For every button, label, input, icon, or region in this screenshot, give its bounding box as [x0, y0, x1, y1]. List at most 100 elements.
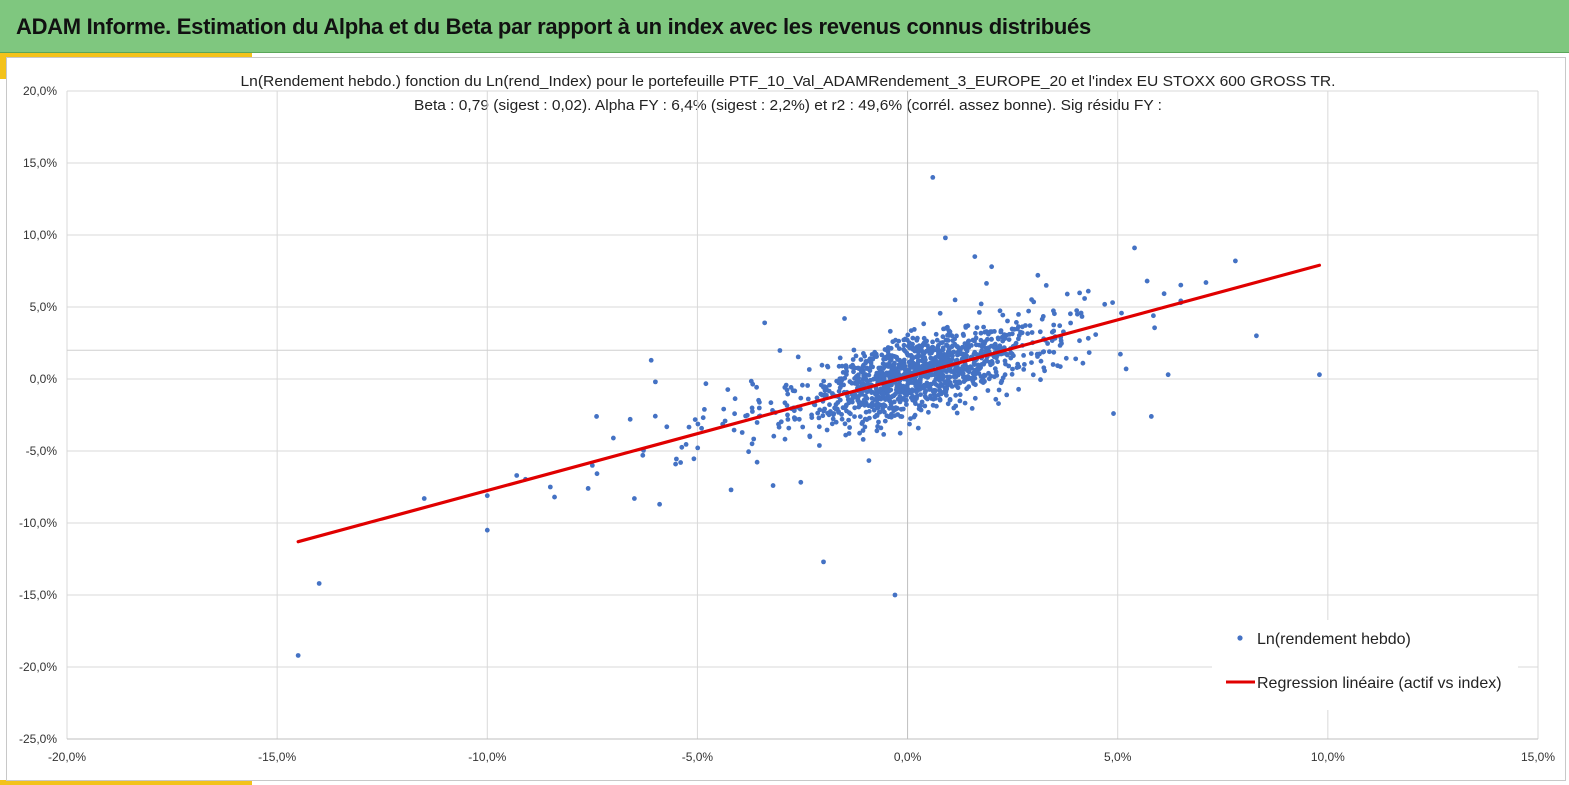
- data-point: [920, 342, 926, 347]
- data-point: [814, 395, 820, 401]
- data-point: [1029, 360, 1034, 365]
- data-point: [935, 345, 940, 350]
- data-point: [898, 414, 903, 419]
- data-point: [1034, 351, 1040, 357]
- data-point: [1051, 322, 1057, 328]
- data-point: [1077, 338, 1082, 344]
- data-point: [908, 328, 914, 333]
- data-point: [978, 350, 984, 355]
- data-point: [1161, 291, 1167, 297]
- data-point: [897, 430, 903, 436]
- data-point: [877, 366, 883, 371]
- data-point: [1004, 332, 1009, 338]
- y-tick-label: -15,0%: [19, 588, 57, 602]
- data-point: [940, 374, 946, 380]
- data-point: [915, 360, 920, 366]
- data-point: [867, 388, 872, 394]
- data-point: [933, 376, 939, 382]
- x-tick-label: -5,0%: [682, 750, 714, 764]
- data-point: [916, 406, 922, 412]
- data-point: [421, 496, 427, 501]
- data-point: [1004, 392, 1010, 398]
- data-point: [950, 353, 955, 359]
- data-point: [836, 388, 842, 394]
- data-point: [922, 390, 928, 395]
- data-point: [1152, 325, 1157, 331]
- data-point: [901, 357, 907, 363]
- data-point: [585, 486, 591, 491]
- data-point: [933, 331, 939, 337]
- data-point: [866, 458, 872, 463]
- data-point: [910, 335, 916, 341]
- data-point: [888, 402, 894, 407]
- data-point: [907, 421, 912, 427]
- data-point: [910, 397, 916, 403]
- data-point: [972, 362, 977, 367]
- data-point: [877, 409, 883, 415]
- data-point: [992, 374, 997, 380]
- data-point: [956, 379, 962, 385]
- data-point: [889, 411, 894, 417]
- data-point: [950, 338, 956, 343]
- data-point: [798, 395, 804, 401]
- data-point: [1008, 355, 1014, 361]
- data-point: [957, 351, 963, 357]
- x-tick-label: 5,0%: [1104, 750, 1132, 764]
- data-point: [807, 434, 813, 440]
- data-point: [999, 334, 1005, 340]
- data-point: [316, 581, 322, 586]
- data-point: [937, 350, 943, 355]
- data-point: [943, 380, 949, 386]
- data-point: [926, 382, 932, 387]
- data-point: [1075, 311, 1080, 317]
- data-point: [953, 403, 959, 409]
- data-point: [1028, 351, 1034, 356]
- x-axis-tick-labels: -20,0% -15,0% -10,0% -5,0% 0,0% 5,0% 10,0% 15,0…: [48, 750, 1555, 764]
- data-point: [880, 361, 886, 367]
- data-point: [722, 418, 728, 424]
- data-point: [989, 337, 994, 342]
- data-point: [653, 379, 658, 385]
- data-point: [754, 420, 760, 425]
- data-point: [1203, 280, 1209, 285]
- data-point: [1005, 318, 1010, 324]
- data-point: [725, 387, 731, 392]
- data-point: [938, 340, 944, 346]
- data-point: [1016, 312, 1021, 317]
- data-point: [919, 347, 924, 353]
- data-point: [989, 264, 995, 270]
- data-point: [928, 364, 934, 369]
- data-point: [514, 473, 520, 478]
- data-point: [1026, 308, 1031, 314]
- data-point: [1052, 311, 1057, 317]
- data-point: [883, 356, 888, 362]
- data-point: [777, 348, 783, 353]
- data-point: [1086, 350, 1092, 355]
- data-point: [848, 411, 853, 417]
- data-point: [966, 369, 972, 375]
- data-point: [914, 337, 920, 343]
- data-point: [851, 369, 856, 375]
- data-point: [657, 501, 663, 507]
- data-point: [732, 411, 737, 417]
- data-point: [839, 416, 845, 422]
- data-point: [820, 413, 826, 419]
- data-point: [800, 382, 805, 388]
- data-point: [904, 402, 909, 407]
- data-point: [842, 316, 847, 321]
- data-point: [1119, 310, 1124, 316]
- data-point: [754, 459, 760, 465]
- data-point: [816, 415, 822, 421]
- data-point: [866, 409, 872, 414]
- data-point: [1064, 291, 1070, 297]
- data-point: [746, 449, 751, 455]
- data-point: [900, 396, 905, 402]
- data-point: [839, 377, 845, 383]
- data-point: [770, 483, 776, 488]
- data-point: [888, 345, 894, 351]
- data-point: [827, 402, 832, 408]
- data-point: [942, 235, 948, 241]
- data-point: [674, 456, 679, 462]
- data-point: [909, 390, 914, 396]
- data-point: [1057, 323, 1063, 329]
